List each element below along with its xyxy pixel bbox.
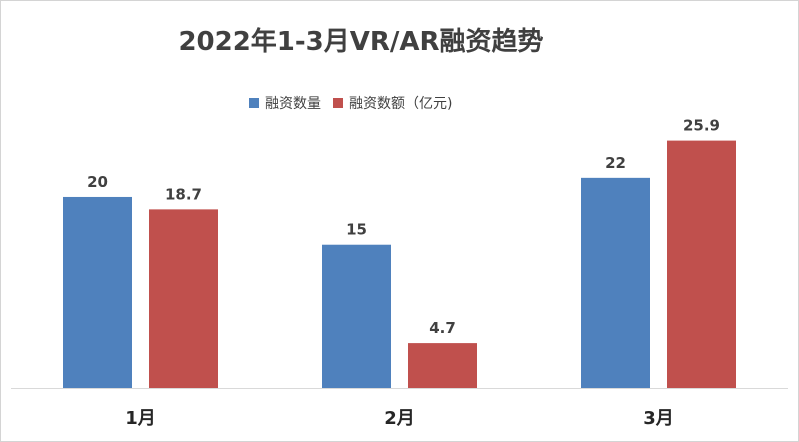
legend-swatch-series-1 (249, 98, 259, 108)
x-tick-label-1: 1月 (125, 408, 156, 429)
data-label-series-1-3: 22 (605, 154, 626, 172)
chart-title: 2022年1-3月VR/AR融资趋势 (178, 27, 544, 57)
legend-label-series-2: 融资数额（亿元) (349, 96, 453, 112)
bar-series-1-2 (322, 244, 391, 388)
bar-series-1-3 (581, 177, 650, 388)
legend-entry-series-2: 融资数额（亿元) (333, 93, 452, 113)
x-tick-label-2: 2月 (384, 408, 415, 429)
legend-label-series-1: 融资数量 (265, 96, 321, 112)
bar-series-2-3 (667, 140, 736, 388)
legend-entry-series-1: 融资数量 (249, 93, 321, 113)
legend-swatch-series-2 (333, 98, 343, 108)
data-label-series-2-3: 25.9 (683, 117, 720, 135)
bar-series-1-1 (63, 196, 132, 388)
x-tick-label-3: 3月 (643, 408, 674, 429)
data-label-series-2-1: 18.7 (165, 185, 202, 203)
legend: 融资数量 融资数额（亿元) (249, 93, 464, 113)
bar-series-2-1 (149, 209, 218, 388)
bar-series-2-2 (408, 343, 477, 388)
data-label-series-1-2: 15 (346, 221, 367, 239)
data-label-series-1-1: 20 (87, 173, 108, 191)
data-label-series-2-2: 4.7 (429, 319, 456, 337)
